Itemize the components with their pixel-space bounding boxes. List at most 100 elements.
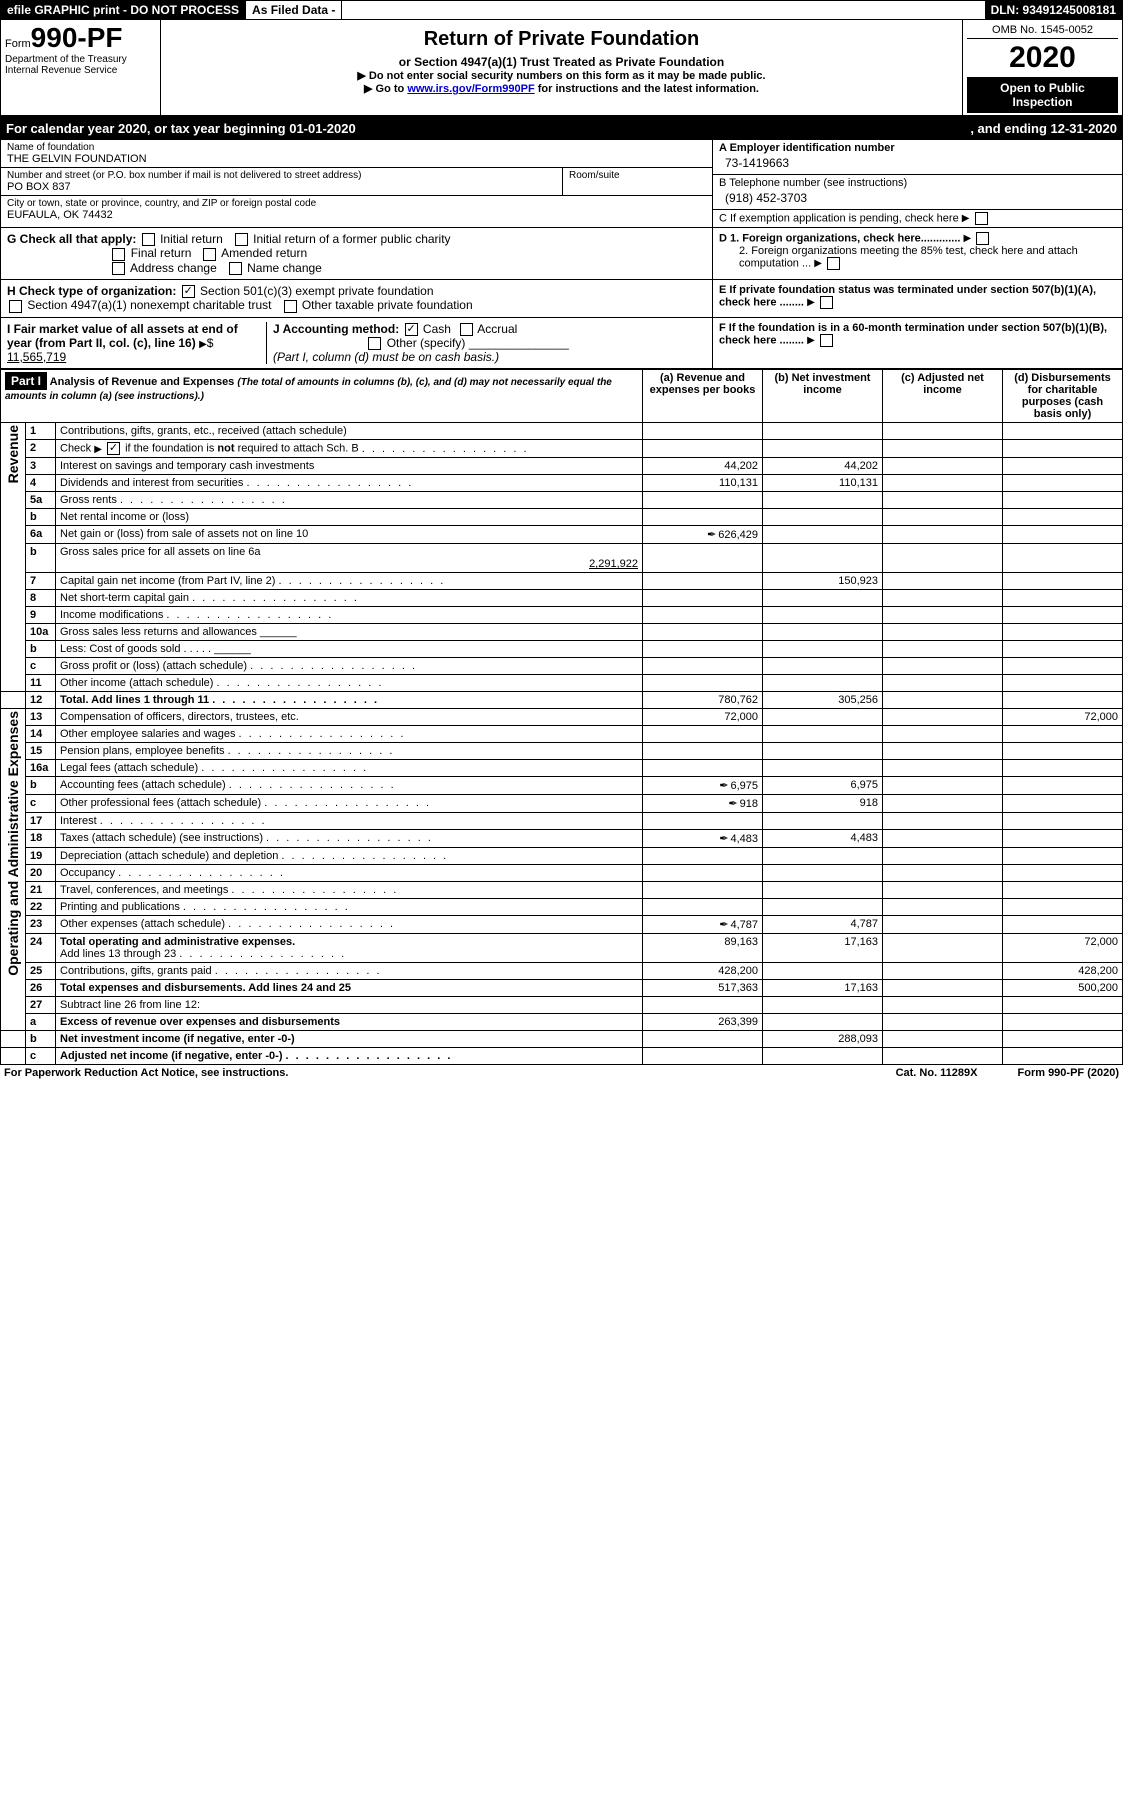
table-row: 5aGross rents bbox=[1, 492, 1123, 509]
g-address-change[interactable] bbox=[112, 262, 125, 275]
table-row: Revenue 1Contributions, gifts, grants, e… bbox=[1, 423, 1123, 440]
calendar-year-row: For calendar year 2020, or tax year begi… bbox=[0, 117, 1123, 140]
g-label: G Check all that apply: bbox=[7, 232, 136, 246]
opex-side-label: Operating and Administrative Expenses bbox=[5, 711, 21, 976]
ein-value: 73-1419663 bbox=[719, 154, 1116, 172]
entity-info: Name of foundation THE GELVIN FOUNDATION… bbox=[0, 140, 1123, 228]
header-center: Return of Private Foundation or Section … bbox=[161, 20, 962, 115]
table-row: 12Total. Add lines 1 through 11 780,7623… bbox=[1, 692, 1123, 709]
pen-icon[interactable] bbox=[719, 919, 730, 931]
table-row: 6aNet gain or (loss) from sale of assets… bbox=[1, 526, 1123, 544]
top-bar: efile GRAPHIC print - DO NOT PROCESS As … bbox=[0, 0, 1123, 20]
efile-notice: efile GRAPHIC print - DO NOT PROCESS bbox=[1, 1, 245, 19]
j-other[interactable] bbox=[368, 337, 381, 350]
h-other-taxable[interactable] bbox=[284, 300, 297, 313]
table-row: 3Interest on savings and temporary cash … bbox=[1, 458, 1123, 475]
j-note: (Part I, column (d) must be on cash basi… bbox=[273, 350, 499, 364]
table-row: 8Net short-term capital gain bbox=[1, 590, 1123, 607]
table-row: 7Capital gain net income (from Part IV, … bbox=[1, 573, 1123, 590]
form-title: Return of Private Foundation bbox=[165, 28, 958, 51]
table-row: 9Income modifications bbox=[1, 607, 1123, 624]
part-1-table: Part I Analysis of Revenue and Expenses … bbox=[0, 369, 1123, 1065]
table-row: 4Dividends and interest from securities … bbox=[1, 475, 1123, 492]
foundation-address: PO BOX 837 bbox=[7, 181, 556, 193]
f-label: F If the foundation is in a 60-month ter… bbox=[719, 322, 1107, 346]
table-row: 20Occupancy bbox=[1, 865, 1123, 882]
g-amended[interactable] bbox=[203, 248, 216, 261]
dln-label: DLN: 93491245008181 bbox=[985, 1, 1122, 19]
name-label: Name of foundation bbox=[7, 142, 706, 153]
table-row: 23Other expenses (attach schedule) 4,787… bbox=[1, 916, 1123, 934]
table-row: 26Total expenses and disbursements. Add … bbox=[1, 980, 1123, 997]
pen-icon[interactable] bbox=[719, 780, 730, 792]
pen-icon[interactable] bbox=[719, 833, 730, 845]
table-row: bLess: Cost of goods sold . . . . . ____… bbox=[1, 641, 1123, 658]
phone-label: B Telephone number (see instructions) bbox=[719, 177, 1116, 189]
col-d-header: (d) Disbursements for charitable purpose… bbox=[1003, 370, 1123, 423]
j-accrual[interactable] bbox=[460, 323, 473, 336]
pen-icon[interactable] bbox=[707, 529, 718, 541]
e-checkbox[interactable] bbox=[820, 296, 833, 309]
e-label: E If private foundation status was termi… bbox=[719, 284, 1096, 308]
table-row: 11Other income (attach schedule) bbox=[1, 675, 1123, 692]
col-c-header: (c) Adjusted net income bbox=[883, 370, 1003, 423]
table-row: 24Total operating and administrative exp… bbox=[1, 934, 1123, 963]
table-row: 27Subtract line 26 from line 12: bbox=[1, 997, 1123, 1014]
exemption-checkbox[interactable] bbox=[975, 212, 988, 225]
form-number: 990-PF bbox=[31, 22, 123, 53]
omb-number: OMB No. 1545-0052 bbox=[967, 22, 1118, 39]
exemption-label: C If exemption application is pending, c… bbox=[719, 212, 959, 224]
h-501c3[interactable] bbox=[182, 285, 195, 298]
page-footer: For Paperwork Reduction Act Notice, see … bbox=[0, 1065, 1123, 1081]
table-row: 21Travel, conferences, and meetings bbox=[1, 882, 1123, 899]
j-cash[interactable] bbox=[405, 323, 418, 336]
as-filed-label: As Filed Data - bbox=[245, 1, 342, 19]
f-checkbox[interactable] bbox=[820, 334, 833, 347]
table-row: 17Interest bbox=[1, 813, 1123, 830]
addr-label: Number and street (or P.O. box number if… bbox=[7, 170, 556, 181]
d1-checkbox[interactable] bbox=[976, 232, 989, 245]
table-row: 15Pension plans, employee benefits bbox=[1, 743, 1123, 760]
part-1-header: Part I bbox=[5, 372, 47, 390]
g-initial-return[interactable] bbox=[142, 233, 155, 246]
table-row: cOther professional fees (attach schedul… bbox=[1, 795, 1123, 813]
city-label: City or town, state or province, country… bbox=[7, 198, 706, 209]
table-row: 10aGross sales less returns and allowanc… bbox=[1, 624, 1123, 641]
irs-link[interactable]: www.irs.gov/Form990PF bbox=[407, 83, 534, 95]
sch-b-checkbox[interactable] bbox=[107, 442, 120, 455]
pen-icon[interactable] bbox=[728, 798, 739, 810]
cal-begin: For calendar year 2020, or tax year begi… bbox=[6, 121, 970, 136]
col-b-header: (b) Net investment income bbox=[763, 370, 883, 423]
h-label: H Check type of organization: bbox=[7, 284, 176, 298]
revenue-side-label: Revenue bbox=[5, 425, 21, 483]
catalog-number: Cat. No. 11289X bbox=[856, 1067, 1018, 1079]
g-name-change[interactable] bbox=[229, 262, 242, 275]
table-row: bGross sales price for all assets on lin… bbox=[1, 544, 1123, 573]
section-g-d: G Check all that apply: Initial return I… bbox=[0, 228, 1123, 280]
cal-end: , and ending 12-31-2020 bbox=[970, 121, 1117, 136]
foundation-name: THE GELVIN FOUNDATION bbox=[7, 153, 706, 165]
section-h-e: H Check type of organization: Section 50… bbox=[0, 280, 1123, 318]
irs-label: Internal Revenue Service bbox=[5, 65, 156, 76]
d1-label: D 1. Foreign organizations, check here..… bbox=[719, 232, 960, 244]
form-note-1: ▶ Do not enter social security numbers o… bbox=[165, 69, 958, 82]
table-row: cGross profit or (loss) (attach schedule… bbox=[1, 658, 1123, 675]
table-row: bNet rental income or (loss) bbox=[1, 509, 1123, 526]
phone-value: (918) 452-3703 bbox=[719, 189, 1116, 207]
h-4947[interactable] bbox=[9, 300, 22, 313]
d2-checkbox[interactable] bbox=[827, 257, 840, 270]
j-label: J Accounting method: bbox=[273, 322, 399, 336]
g-final-return[interactable] bbox=[112, 248, 125, 261]
g-initial-public[interactable] bbox=[235, 233, 248, 246]
table-row: 2Check if the foundation is not required… bbox=[1, 440, 1123, 458]
table-row: 16aLegal fees (attach schedule) bbox=[1, 760, 1123, 777]
arrow-icon bbox=[962, 212, 970, 224]
foundation-city: EUFAULA, OK 74432 bbox=[7, 209, 706, 221]
table-row: 25Contributions, gifts, grants paid 428,… bbox=[1, 963, 1123, 980]
table-row: 18Taxes (attach schedule) (see instructi… bbox=[1, 830, 1123, 848]
d2-label: 2. Foreign organizations meeting the 85%… bbox=[739, 245, 1078, 269]
paperwork-notice: For Paperwork Reduction Act Notice, see … bbox=[4, 1067, 856, 1079]
form-note-2: ▶ Go to www.irs.gov/Form990PF for instru… bbox=[165, 82, 958, 95]
header-left: Form990-PF Department of the Treasury In… bbox=[1, 20, 161, 115]
dept-label: Department of the Treasury bbox=[5, 54, 156, 65]
